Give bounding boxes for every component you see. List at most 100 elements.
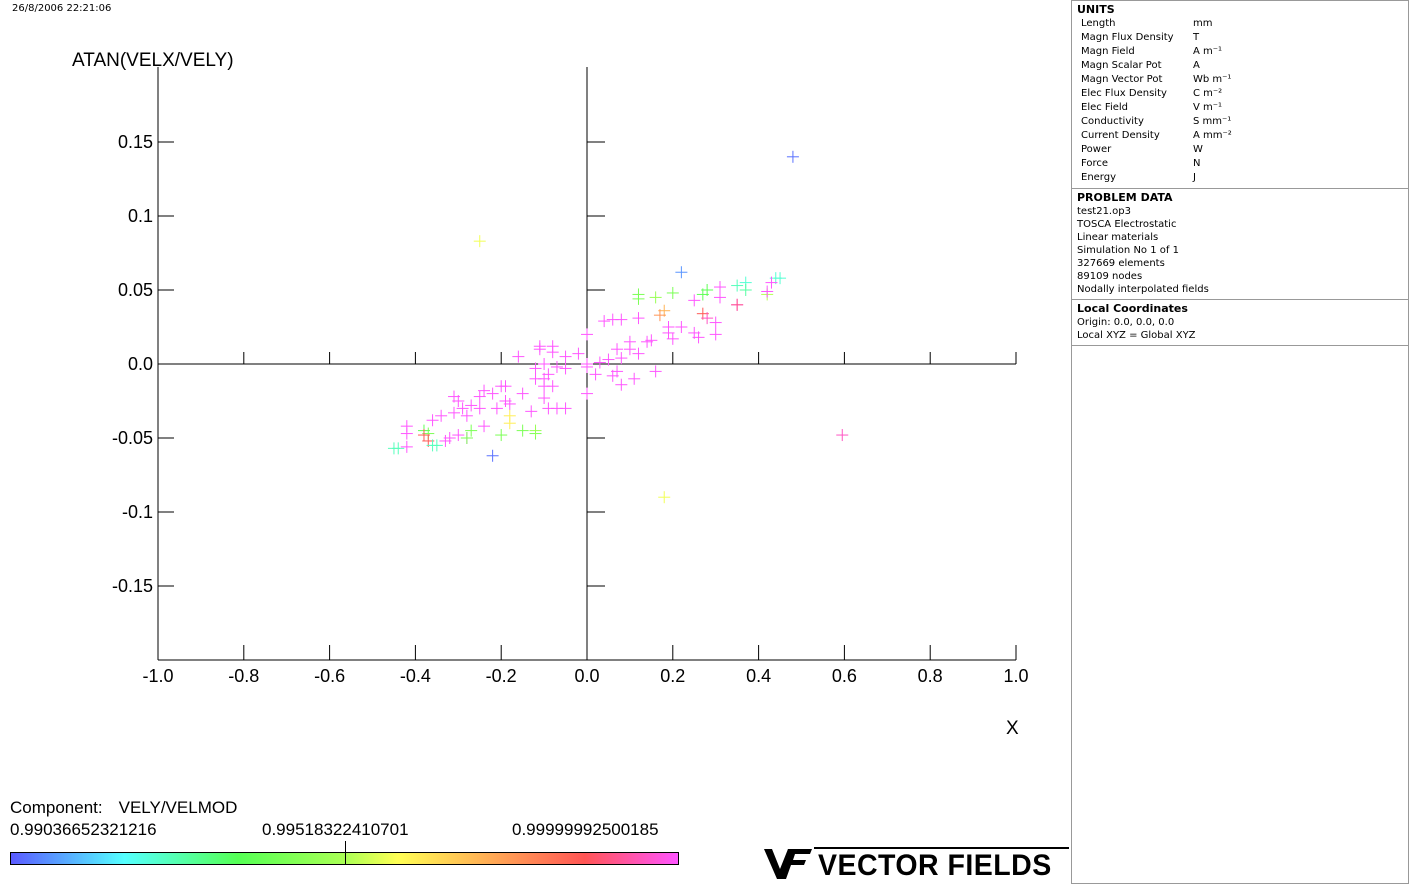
data-point	[623, 343, 636, 356]
data-point	[696, 288, 709, 301]
units-list: Length mm Magn Flux Density T Magn Field A m⁻…	[1077, 17, 1403, 185]
unit-name: Length	[1081, 18, 1116, 29]
y-tick-label: 0.15	[118, 132, 153, 152]
x-tick-label: -0.2	[486, 666, 517, 686]
unit-name: Magn Vector Pot	[1081, 74, 1163, 85]
unit-row: Magn Field A m⁻¹	[1077, 45, 1403, 59]
data-point	[512, 350, 525, 363]
scatter-plot: -1.0 -0.8 -0.6 -0.4 -0.2 0.0 0.2 0.4 0.6 0.8 1.0 0.…	[72, 50, 1029, 739]
local-coordinates-list: Origin: 0.0, 0.0, 0.0 Local XYZ = Global …	[1077, 316, 1403, 342]
data-point	[649, 291, 662, 304]
data-point	[611, 365, 624, 378]
unit-name: Magn Scalar Pot	[1081, 60, 1162, 71]
data-point	[641, 335, 654, 348]
y-tick-label: -0.15	[112, 576, 153, 596]
info-line: Linear materials	[1077, 232, 1159, 243]
data-point	[490, 402, 503, 415]
data-point	[448, 406, 461, 419]
unit-value: A	[1193, 60, 1200, 71]
unit-row: Length mm	[1077, 17, 1403, 31]
data-point	[542, 402, 555, 415]
data-point	[836, 429, 849, 442]
data-point	[765, 276, 778, 289]
data-point	[666, 286, 679, 299]
unit-row: Conductivity S mm⁻¹	[1077, 115, 1403, 129]
data-point	[761, 285, 774, 298]
data-point	[439, 434, 452, 447]
legend-max-value: 0.99999992500185	[512, 820, 659, 839]
data-point	[503, 409, 516, 422]
info-line: test21.op3	[1077, 206, 1131, 217]
unit-row: Energy J	[1077, 171, 1403, 185]
data-point	[559, 350, 572, 363]
timestamp: 26/8/2006 22:21:06	[12, 3, 112, 14]
data-point	[495, 380, 508, 393]
info-line: Origin: 0.0, 0.0, 0.0	[1077, 317, 1175, 328]
data-point	[611, 343, 624, 356]
data-point	[731, 298, 744, 311]
data-point	[653, 309, 666, 322]
unit-row: Power W	[1077, 143, 1403, 157]
y-tick-label: 0.05	[118, 280, 153, 300]
x-axis-label: X	[1006, 718, 1019, 739]
unit-name: Power	[1081, 144, 1112, 155]
unit-row: Magn Scalar Pot A	[1077, 59, 1403, 73]
data-point	[739, 284, 752, 296]
data-point	[426, 414, 439, 427]
unit-value: W	[1193, 144, 1203, 155]
y-tick-label: -0.05	[112, 428, 153, 448]
logo-rule	[814, 847, 1069, 849]
unit-row: Elec Flux Density C m⁻²	[1077, 87, 1403, 101]
data-point	[465, 399, 478, 412]
data-point	[559, 402, 572, 415]
data-point	[713, 281, 726, 294]
unit-name: Conductivity	[1081, 116, 1144, 127]
data-point	[675, 266, 688, 279]
data-point	[572, 347, 585, 360]
info-panel: UNITS Length mm Magn Flux Density T Magn Fie…	[1071, 0, 1409, 884]
vf-logo-mark-icon	[764, 849, 812, 879]
data-point	[525, 405, 538, 418]
unit-value: T	[1193, 32, 1200, 43]
x-tick-label: 0.6	[832, 666, 857, 686]
unit-row: Magn Flux Density T	[1077, 31, 1403, 45]
x-tick-label: -0.8	[228, 666, 259, 686]
data-point	[632, 292, 645, 305]
data-point	[465, 424, 478, 437]
data-point	[581, 360, 593, 373]
data-points	[387, 150, 849, 504]
data-point	[529, 424, 542, 437]
unit-value: N	[1193, 158, 1201, 169]
data-point	[473, 402, 486, 415]
unit-name: Elec Flux Density	[1081, 88, 1167, 99]
data-point	[538, 380, 551, 393]
problem-data-list: test21.op3 TOSCA Electrostatic Linear mate…	[1077, 205, 1403, 296]
data-point	[713, 291, 726, 304]
data-point	[658, 491, 671, 504]
data-point	[709, 316, 722, 329]
data-point	[546, 346, 559, 359]
unit-value: J	[1193, 172, 1196, 183]
data-point	[615, 378, 628, 391]
unit-name: Energy	[1081, 172, 1117, 183]
data-point	[666, 332, 679, 345]
data-point	[516, 387, 529, 400]
y-tick-label: -0.1	[122, 502, 153, 522]
logo-text: VECTOR FIELDS	[818, 849, 1052, 882]
unit-value: A m⁻¹	[1193, 46, 1223, 57]
info-line: 327669 elements	[1077, 258, 1165, 269]
x-tick-label: 0.4	[746, 666, 771, 686]
data-point	[602, 353, 615, 366]
unit-value: A mm⁻²	[1193, 130, 1232, 141]
data-point	[516, 424, 529, 437]
unit-value: C m⁻²	[1193, 88, 1223, 99]
problem-data-title: PROBLEM DATA	[1077, 191, 1173, 204]
data-point	[473, 235, 486, 248]
x-tick-label: -1.0	[142, 666, 173, 686]
info-line: Nodally interpolated fields	[1077, 284, 1209, 295]
unit-row: Magn Vector Pot Wb m⁻¹	[1077, 73, 1403, 87]
local-coordinates-title: Local Coordinates	[1077, 302, 1188, 315]
info-line: 89109 nodes	[1077, 271, 1143, 282]
data-point	[628, 372, 641, 385]
data-point	[456, 402, 469, 415]
